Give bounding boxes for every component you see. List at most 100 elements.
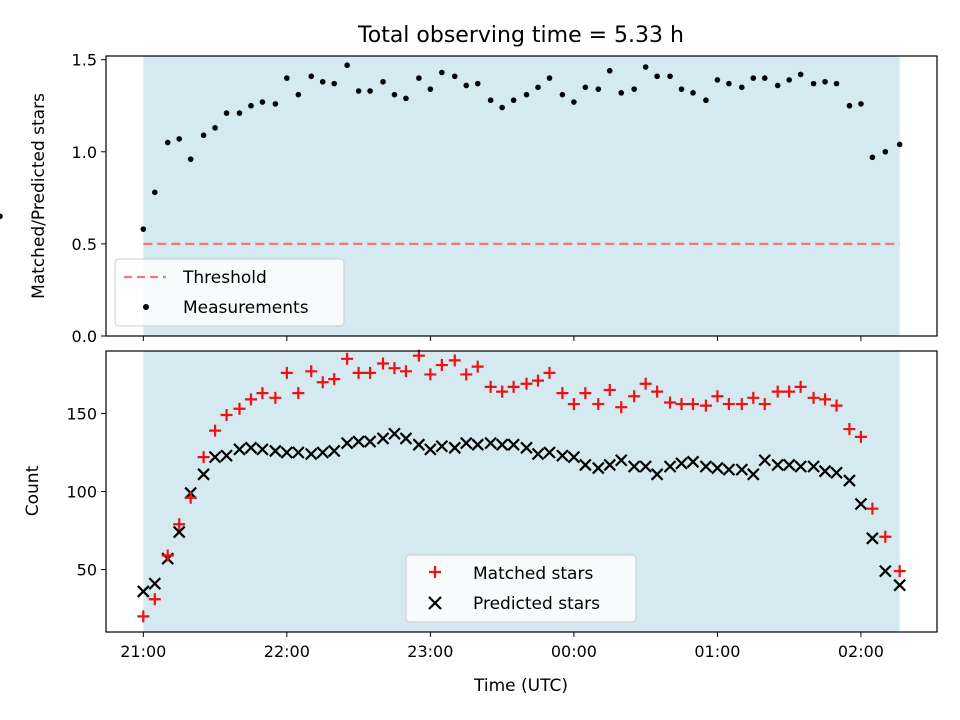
- matched-star-point: [364, 366, 377, 379]
- measurement-point: [797, 71, 804, 78]
- measurement-point: [654, 73, 660, 80]
- predicted-star-point: [495, 438, 509, 451]
- legend-predicted-label: Predicted stars: [473, 594, 600, 614]
- legend-matched-swatch: [429, 566, 441, 578]
- matched-star-point: [184, 491, 197, 504]
- predicted-star-point: [148, 577, 162, 590]
- matched-star-point: [639, 377, 652, 390]
- measurement-point: [559, 91, 566, 98]
- matched-star-point: [137, 610, 150, 623]
- predicted-star-point: [556, 449, 569, 462]
- legend-measurements-swatch: [143, 304, 149, 310]
- predicted-star-point: [771, 458, 784, 472]
- matched-star-point: [460, 368, 473, 381]
- measurement-point: [846, 102, 853, 109]
- bottom-y-axis: 50 100 150: [66, 404, 106, 580]
- measurement-point: [833, 80, 840, 87]
- matched-star-point: [758, 398, 771, 411]
- measurement-point: [750, 75, 757, 81]
- top-legend-box: [114, 258, 345, 327]
- matched-star-point: [292, 387, 305, 400]
- y-tick-label: 1.5: [72, 51, 97, 70]
- matched-star-point: [388, 362, 401, 375]
- predicted-star-point: [459, 436, 473, 450]
- measurement-point: [367, 88, 373, 94]
- measurement-point: [463, 82, 470, 89]
- predicted-star-point: [137, 585, 150, 598]
- matched-star-point: [567, 398, 580, 411]
- predicted-star-point: [663, 460, 677, 473]
- predicted-star-point: [747, 468, 760, 481]
- measurement-point: [355, 88, 362, 94]
- measurement-point: [284, 75, 290, 81]
- measurement-point: [212, 125, 218, 131]
- top-y-axis: 0.0 0.5 1.0 1.5: [72, 51, 106, 346]
- matched-star-point: [794, 380, 807, 393]
- predicted-star-point: [435, 439, 449, 453]
- measurement-point: [474, 80, 481, 87]
- measurement-point: [487, 97, 494, 104]
- top-y-axis-label: Matched/Predicted stars: [29, 93, 49, 299]
- predicted-star-point: [208, 450, 222, 464]
- predicted-star-point: [412, 438, 426, 451]
- predicted-star-point: [893, 578, 906, 592]
- measurement-point: [582, 84, 589, 91]
- matched-star-point: [735, 398, 748, 411]
- matched-star-point: [807, 391, 820, 404]
- matched-star-point: [424, 368, 437, 381]
- predicted-star-point: [507, 438, 520, 451]
- measurement-point: [427, 86, 434, 92]
- matched-star-point: [209, 424, 222, 437]
- matched-star-point: [507, 380, 520, 393]
- measurement-point: [523, 91, 530, 98]
- measurement-point: [595, 86, 602, 92]
- predicted-star-point: [244, 441, 258, 455]
- measurement-point: [618, 90, 625, 96]
- predicted-star-point: [794, 460, 807, 473]
- matched-star-point: [448, 354, 461, 367]
- predicted-star-point: [650, 468, 664, 481]
- matched-star-point: [244, 393, 257, 406]
- matched-star-point: [854, 430, 867, 443]
- predicted-star-point: [448, 441, 462, 455]
- predicted-star-point: [304, 447, 318, 461]
- matched-star-point: [603, 384, 616, 397]
- measurement-point: [223, 110, 230, 116]
- predicted-star-point: [363, 435, 377, 448]
- predicted-star-point: [627, 460, 641, 473]
- matched-star-point: [305, 365, 318, 378]
- measurement-point: [151, 189, 158, 196]
- legend-measurements-label: Measurements: [183, 298, 309, 318]
- predicted-star-point: [807, 460, 820, 473]
- matched-star-point: [280, 366, 293, 379]
- measurement-point: [546, 75, 553, 81]
- y-tick-label: 150: [66, 404, 97, 423]
- predicted-star-point: [292, 446, 305, 459]
- matched-star-point: [435, 359, 448, 372]
- measurement-point: [510, 97, 517, 104]
- measurement-point: [319, 78, 326, 85]
- measurement-point: [739, 84, 745, 91]
- measurement-point: [535, 84, 541, 91]
- predicted-star-point: [614, 454, 628, 467]
- predicted-star-point: [639, 460, 652, 473]
- predicted-star-point: [424, 443, 437, 456]
- measurement-point: [295, 91, 302, 98]
- predicted-star-point: [388, 427, 401, 441]
- matched-star-point: [664, 396, 677, 409]
- measurement-point: [896, 141, 903, 148]
- measurement-point: [631, 86, 637, 92]
- matched-star-point: [161, 549, 174, 562]
- legend-matched-label: Matched stars: [473, 564, 593, 584]
- measurement-point: [236, 110, 243, 116]
- predicted-star-point: [280, 446, 294, 459]
- measurement-point: [0, 213, 3, 220]
- predicted-star-point: [316, 446, 329, 459]
- measurement-point: [858, 101, 864, 107]
- bottom-x-axis: 21:00 22:00 23:00 00:00 01:00 02:00: [120, 632, 884, 661]
- measurement-point: [606, 67, 613, 74]
- predicted-star-point: [603, 458, 617, 472]
- bottom-count-marks: [137, 349, 906, 623]
- measurement-point: [416, 75, 422, 81]
- matched-star-point: [412, 349, 425, 362]
